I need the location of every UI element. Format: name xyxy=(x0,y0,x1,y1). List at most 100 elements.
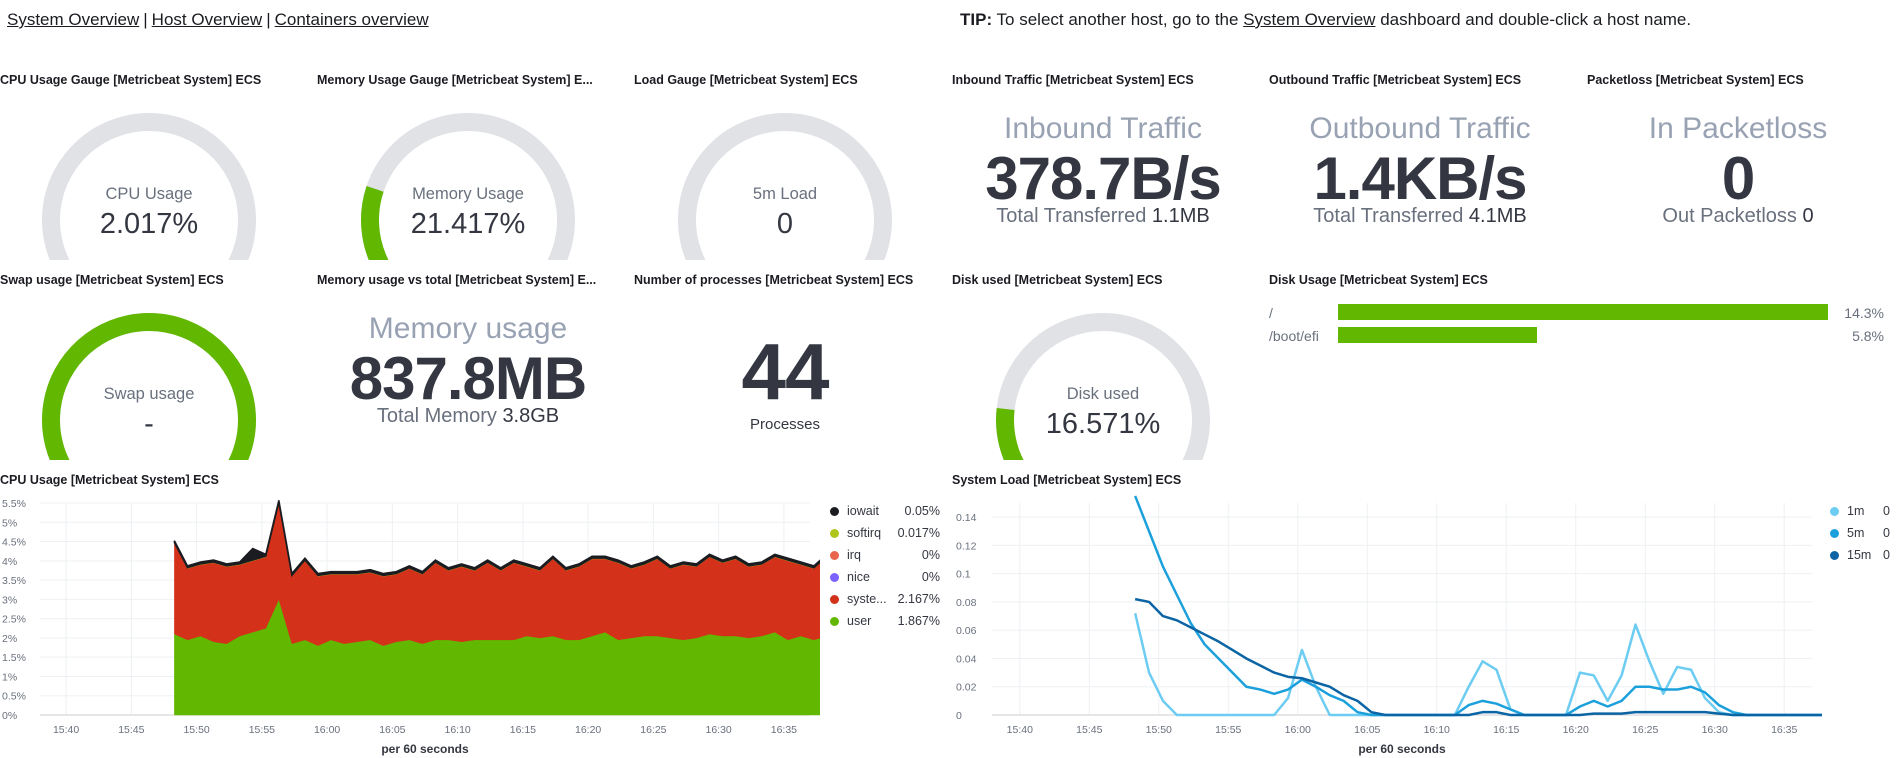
inbound-sub: Total Transferred 1.1MB xyxy=(943,205,1263,228)
tip-label: TIP: xyxy=(960,10,993,29)
x-tick-label: 16:10 xyxy=(1424,724,1450,736)
legend-dot-5m xyxy=(1830,528,1839,538)
memory-usage-gauge xyxy=(361,113,575,260)
memory-gauge-label: Memory Usage xyxy=(412,185,524,203)
x-tick-label: 15:40 xyxy=(1007,724,1033,736)
disk-pct-root: 14.3% xyxy=(1844,305,1884,321)
legend-item-user[interactable]: user 1.867% xyxy=(830,610,940,632)
cpu-usage-chart-title: CPU Usage [Metricbeat System] ECS xyxy=(0,473,219,487)
gauge-fill xyxy=(361,185,389,260)
y-tick-label: 0.02 xyxy=(956,682,977,694)
legend-item-1m[interactable]: 1m 0 xyxy=(1830,500,1890,522)
y-tick-label: 2.5% xyxy=(2,614,26,626)
legend-dot-15m xyxy=(1830,550,1839,560)
legend-item-15m[interactable]: 15m 0 xyxy=(1830,544,1890,566)
x-tick-label: 16:00 xyxy=(314,724,340,736)
nav-link-containers-overview[interactable]: Containers overview xyxy=(274,10,429,29)
legend-item-5m[interactable]: 5m 0 xyxy=(1830,522,1890,544)
disk-pct-boot-efi: 5.8% xyxy=(1852,328,1884,344)
processes-label: Processes xyxy=(749,416,821,433)
load-legend: 1m 0 5m 0 15m 0 xyxy=(1830,500,1890,566)
x-tick-label: 16:25 xyxy=(1632,724,1658,736)
x-tick-label: 16:15 xyxy=(510,724,536,736)
nav-link-system-overview[interactable]: System Overview xyxy=(7,10,140,29)
swap-gauge-label: Swap usage xyxy=(103,385,195,403)
disk-usage-title: Disk Usage [Metricbeat System] ECS xyxy=(1269,273,1488,287)
disk-bar-root xyxy=(1338,304,1828,320)
disk-mount-root: / xyxy=(1269,305,1273,321)
outbound-sub-label: Total Transferred xyxy=(1313,205,1464,227)
y-tick-label: 5% xyxy=(2,517,17,529)
disk-used-gauge xyxy=(996,313,1210,460)
packetloss-metric-title: In Packetloss xyxy=(1648,112,1828,145)
legend-item-iowait[interactable]: iowait 0.05% xyxy=(830,500,940,522)
processes-value: 44 xyxy=(741,327,830,416)
disk-mount-boot-efi: /boot/efi xyxy=(1269,328,1319,344)
x-tick-label: 16:00 xyxy=(1285,724,1311,736)
line-series-15m xyxy=(1134,597,1822,717)
x-tick-label: 16:30 xyxy=(706,724,732,736)
cpu-gauge-title: CPU Usage Gauge [Metricbeat System] ECS xyxy=(0,73,262,87)
x-tick-label: 16:05 xyxy=(379,724,405,736)
x-tick-label: 16:20 xyxy=(575,724,601,736)
legend-dot-softirq xyxy=(830,528,839,538)
y-tick-label: 0 xyxy=(956,710,962,722)
memory-sub-value: 3.8GB xyxy=(502,405,560,427)
legend-item-irq[interactable]: irq 0% xyxy=(830,544,940,566)
outbound-sub: Total Transferred 4.1MB xyxy=(1260,205,1580,228)
x-tick-label: 16:30 xyxy=(1702,724,1728,736)
x-tick-label: 16:05 xyxy=(1354,724,1380,736)
inbound-traffic-title: Inbound Traffic [Metricbeat System] ECS xyxy=(952,73,1194,87)
memory-gauge-value: 21.417% xyxy=(410,208,526,240)
legend-label: nice xyxy=(847,570,870,584)
legend-item-softirq[interactable]: softirq 0.017% xyxy=(830,522,940,544)
disk-bar-track-root xyxy=(1338,304,1828,320)
load-gauge-value: 0 xyxy=(776,208,794,240)
memory-metric-sub: Total Memory 3.8GB xyxy=(308,405,628,428)
line-series-5m xyxy=(1133,495,1822,717)
legend-label: 5m xyxy=(1847,526,1865,540)
legend-label: softirq xyxy=(847,526,882,540)
memory-vs-total-title: Memory usage vs total [Metricbeat System… xyxy=(317,273,597,287)
disk-used-title: Disk used [Metricbeat System] ECS xyxy=(952,273,1163,287)
outbound-sub-value: 4.1MB xyxy=(1468,205,1527,227)
legend-value: 0 xyxy=(1883,526,1890,540)
outbound-traffic-title: Outbound Traffic [Metricbeat System] ECS xyxy=(1269,73,1522,87)
legend-value: 0.05% xyxy=(904,504,940,518)
area-series-iowait xyxy=(173,500,820,578)
legend-item-system[interactable]: syste... 2.167% xyxy=(830,588,940,610)
y-tick-label: 1% xyxy=(2,671,17,683)
system-load-chart: 15:40 15:45 15:50 15:55 16:00 16:05 16:10 16:15… xyxy=(956,495,1822,756)
memory-sub-label: Total Memory xyxy=(376,405,497,427)
packetloss-metric-value: 0 xyxy=(1721,145,1755,212)
load-gauge-label: 5m Load xyxy=(752,185,818,203)
inbound-sub-value: 1.1MB xyxy=(1151,205,1210,227)
cpu-gauge-label: CPU Usage xyxy=(105,185,193,203)
legend-value: 0 xyxy=(1883,548,1890,562)
tip-system-overview-link[interactable]: System Overview xyxy=(1243,10,1376,29)
legend-value: 0.017% xyxy=(897,526,940,540)
tip-after: dashboard and double-click a host name. xyxy=(1380,10,1692,29)
y-tick-label: 2% xyxy=(2,633,17,645)
inbound-metric-title: Inbound Traffic xyxy=(1004,112,1202,145)
nav-link-host-overview[interactable]: Host Overview xyxy=(151,10,263,29)
y-tick-label: 0.12 xyxy=(956,540,977,552)
tip-text: TIP: To select another host, go to the S… xyxy=(960,10,1691,30)
y-tick-label: 0.06 xyxy=(956,625,977,637)
y-tick-label: 4% xyxy=(2,556,17,568)
cpu-usage-chart: 15:40 15:45 15:50 15:55 16:00 16:05 16:10 16:15… xyxy=(2,498,820,756)
y-tick-label: 3.5% xyxy=(2,575,26,587)
swap-gauge-value: - xyxy=(144,408,154,440)
cpu-gauge-value: 2.017% xyxy=(99,208,199,240)
legend-label: user xyxy=(847,614,872,628)
legend-dot-system xyxy=(830,594,839,604)
x-axis-title: per 60 seconds xyxy=(381,742,469,756)
y-tick-label: 0.08 xyxy=(956,597,977,609)
legend-item-nice[interactable]: nice 0% xyxy=(830,566,940,588)
y-tick-label: 0.04 xyxy=(956,653,977,665)
legend-value: 2.167% xyxy=(897,592,940,606)
y-tick-label: 5.5% xyxy=(2,498,26,510)
top-navigation: System Overview | Host Overview | Containers… xyxy=(7,10,429,30)
legend-dot-1m xyxy=(1830,506,1839,516)
disk-bar-boot-efi xyxy=(1338,327,1537,343)
